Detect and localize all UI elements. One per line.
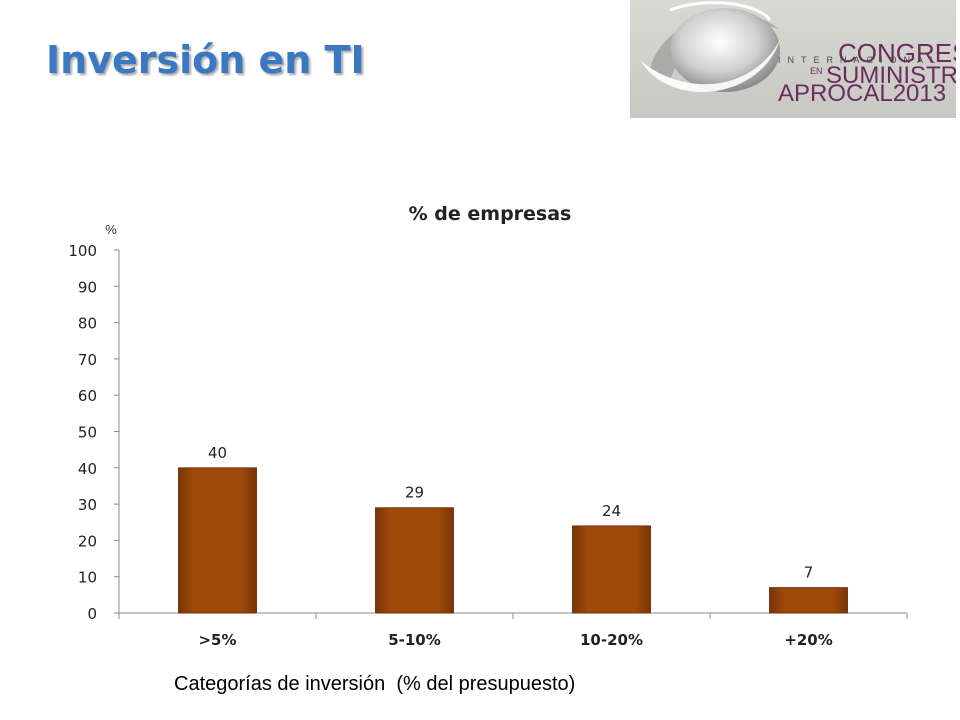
y-tick-label: 40 — [78, 460, 97, 478]
data-label-2: 24 — [602, 502, 621, 520]
data-label-3: 7 — [804, 564, 814, 582]
data-label-0: 40 — [208, 444, 227, 462]
x-axis-title: Categorías de inversión (% del presupues… — [174, 673, 576, 695]
y-tick-label: 80 — [78, 315, 97, 333]
data-label-1: 29 — [405, 484, 424, 502]
y-tick-label: 90 — [78, 278, 97, 296]
chart-title: % de empresas — [409, 203, 572, 225]
category-label-2: 10-20% — [580, 631, 643, 649]
y-tick-label: 20 — [78, 532, 97, 550]
y-tick-label: 70 — [78, 351, 97, 369]
logo-line-aprocal: APROCAL2013 — [778, 80, 947, 107]
y-tick-label: 30 — [78, 496, 97, 514]
congress-logo: CONGRESO INTERNACIONAL EN SUMINISTROS AP… — [630, 0, 956, 118]
y-tick-label: 0 — [87, 605, 97, 623]
logo-swoosh-icon — [640, 1, 780, 93]
y-axis-label: % — [105, 222, 117, 237]
y-tick-label: 100 — [68, 242, 97, 260]
bar-3 — [769, 587, 848, 614]
logo-line-en: EN — [810, 66, 823, 76]
logo-line-internacional: INTERNACIONAL — [778, 55, 943, 65]
category-label-0: >5% — [198, 631, 236, 649]
y-tick-label: 10 — [78, 569, 97, 587]
bar-1 — [375, 507, 454, 614]
category-label-1: 5-10% — [388, 631, 441, 649]
bar-0 — [178, 467, 257, 614]
logo-line-congreso: CONGRESO — [838, 38, 956, 68]
category-label-3: +20% — [784, 631, 832, 649]
logo-line-suministros: SUMINISTROS — [826, 62, 956, 89]
y-tick-label: 60 — [78, 387, 97, 405]
bar-2 — [572, 525, 651, 614]
slide-title: Inversión en TI — [46, 38, 365, 82]
y-tick-label: 50 — [78, 424, 97, 442]
